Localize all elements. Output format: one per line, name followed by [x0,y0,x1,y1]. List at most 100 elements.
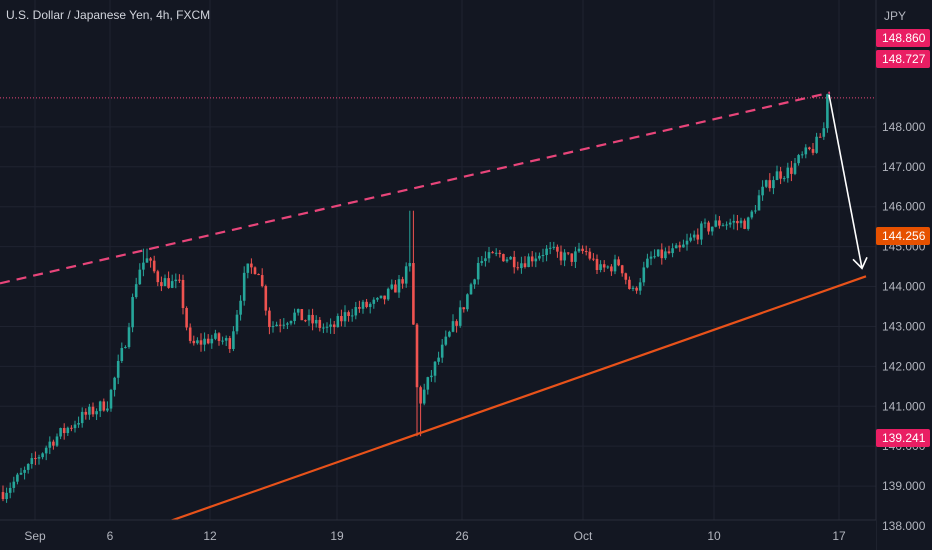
candle-body [772,180,775,189]
candle-body [253,267,257,275]
candle-body [818,136,822,138]
candle-body [646,258,649,268]
candle-body [754,210,757,212]
candle-body [131,297,134,328]
candle-body [523,263,527,268]
candle-body [419,387,422,404]
candle-body [41,453,44,458]
candle-body [534,258,538,262]
candle-body [631,287,635,289]
candle-body [700,223,703,240]
candle-body [538,255,541,259]
candle-body [664,251,667,259]
projection-arrow [828,94,863,269]
candle-body [228,338,232,349]
x-tick-label: 10 [707,529,721,543]
candle-body [379,295,383,298]
price-axis[interactable] [876,0,932,550]
candle-body [714,220,718,227]
candle-body [232,331,235,349]
candle-body [494,252,498,254]
candle-body [221,340,224,342]
candle-body [124,347,127,349]
candle-body [152,260,156,272]
candle-body [502,254,505,262]
candle-body [556,246,559,252]
candle-body [628,279,631,289]
candle-body [311,314,314,324]
candle-body [206,338,210,344]
candle-body [300,309,304,321]
candle-body [674,245,678,249]
candle-body [761,186,764,196]
candle-body [548,247,552,249]
candle-body [620,265,624,274]
candle-body [84,411,88,415]
candle-body [793,163,797,174]
candle-body [66,427,70,434]
price-tag-label: 148.860 [882,31,926,45]
price-tag [876,227,930,245]
resistance-trendline[interactable] [0,91,831,285]
candle-body [462,307,466,310]
candle-body [566,252,570,254]
candle-body [671,248,674,254]
candle-body [656,249,660,257]
candle-body [545,248,548,256]
candle-body [808,147,811,150]
candle-body [95,411,98,415]
candle-body [718,220,721,226]
candle-body [480,261,484,263]
candle-body [70,427,73,429]
candle-body [138,269,142,285]
candle-body [235,314,239,332]
candle-body [412,263,415,325]
candle-body [689,237,692,241]
x-tick-label: 6 [107,529,114,543]
candle-body [185,308,188,328]
candle-body [563,252,566,261]
candle-body [649,256,653,259]
candle-body [322,327,325,329]
candle-body [800,154,804,156]
candle-body [692,234,696,238]
candle-body [368,303,372,307]
candle-body [635,287,638,291]
candle-body [516,267,520,269]
candle-body [790,167,793,174]
candle-body [822,128,826,137]
y-tick-label: 142.000 [882,359,926,373]
price-tag-label: 139.241 [882,431,926,445]
candle-body [602,264,606,268]
y-tick-label: 144.000 [882,280,926,294]
candle-body [48,441,52,448]
candle-body [736,220,739,224]
candle-body [340,316,343,322]
candle-body [16,474,19,482]
candle-body [314,319,318,324]
candle-body [728,222,732,225]
time-axis[interactable] [0,520,876,550]
candle-body [678,245,682,248]
candle-body [19,472,23,475]
candle-body [696,234,700,240]
candle-body [34,458,37,460]
candle-body [296,309,300,313]
candle-body [325,326,329,328]
candle-body [224,338,228,341]
candle-body [685,240,689,245]
candle-body [617,259,620,266]
support-trendline[interactable] [65,275,867,550]
candle-body [250,263,253,268]
candle-body [520,263,523,269]
candle-body [458,307,462,326]
candle-body [376,297,379,300]
candle-body [588,251,592,259]
candle-body [113,377,116,390]
candle-body [181,279,185,309]
currency-label: JPY [884,9,906,23]
candle-body [116,360,120,378]
